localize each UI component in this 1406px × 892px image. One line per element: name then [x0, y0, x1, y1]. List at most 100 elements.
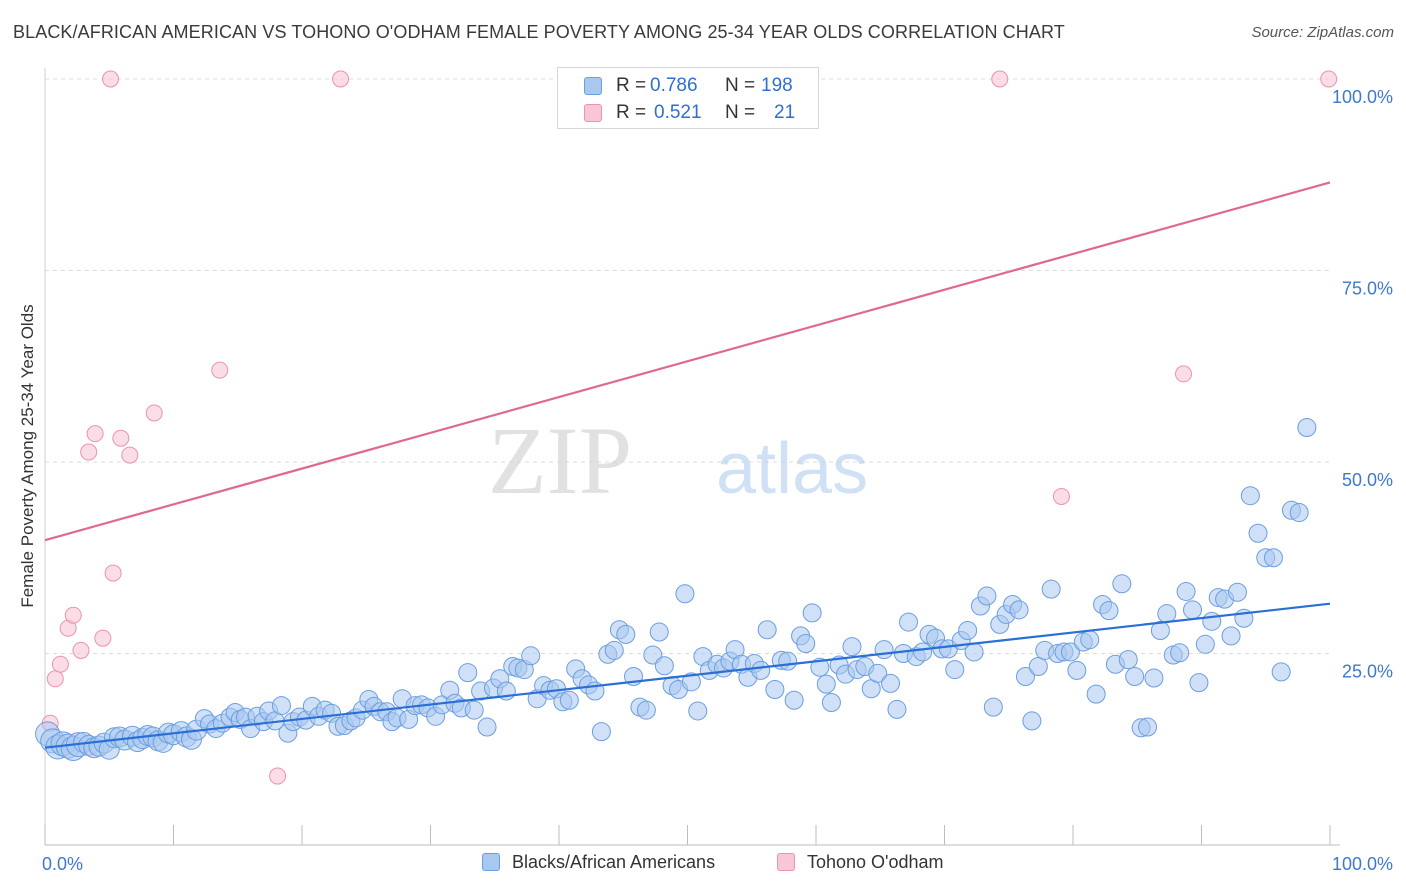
black-point: [681, 672, 701, 692]
trend-lines: [44, 181, 1331, 749]
black-point: [796, 634, 816, 654]
legend-item-black: Blacks/African Americans: [482, 852, 715, 876]
legend-label-black: Blacks/African Americans: [512, 852, 716, 872]
tohono-trend-line: [44, 181, 1331, 542]
black-point: [802, 603, 822, 623]
black-point: [784, 690, 804, 710]
black-point: [1176, 581, 1196, 601]
black-point: [1227, 582, 1247, 602]
black-point: [616, 624, 636, 644]
y-tick-label: 75.0%: [1342, 279, 1393, 299]
black-point: [1157, 604, 1177, 624]
legend-swatch-black: [482, 853, 500, 871]
black-trend-line: [44, 602, 1331, 749]
black-point: [899, 612, 919, 632]
tohono-point: [1320, 70, 1338, 88]
black-point: [751, 660, 771, 680]
tohono-point: [64, 606, 82, 624]
black-point: [765, 680, 785, 700]
chart-title: BLACK/AFRICAN AMERICAN VS TOHONO O'ODHAM…: [13, 22, 1065, 42]
black-point: [757, 620, 777, 640]
tohono-point: [72, 641, 90, 659]
tohono-point: [102, 70, 120, 88]
black-point: [964, 642, 984, 662]
black-point: [1086, 684, 1106, 704]
black-point: [945, 660, 965, 680]
tohono-point: [80, 443, 98, 461]
black-point: [913, 642, 933, 662]
black-point: [464, 700, 484, 720]
black-point: [868, 663, 888, 683]
tohono-point: [145, 404, 163, 422]
black-point: [1240, 486, 1260, 506]
legend-n-label: N =: [725, 102, 756, 123]
watermark-atlas: atlas: [716, 429, 868, 509]
black-point: [983, 697, 1003, 717]
legend-n-value: 21: [774, 102, 796, 123]
tohono-point: [112, 429, 130, 447]
legend-r-label: R =: [616, 75, 647, 96]
black-point: [977, 586, 997, 606]
black-point: [458, 663, 478, 683]
black-point: [1118, 650, 1138, 670]
legend-r-value: 0.521: [654, 102, 702, 123]
black-point: [874, 640, 894, 660]
tohono-point: [269, 767, 287, 785]
tohono-point: [94, 629, 112, 647]
legend-r-label: R =: [616, 102, 647, 123]
black-point: [636, 700, 656, 720]
black-point: [675, 584, 695, 604]
tohono-point: [46, 670, 64, 688]
tohono-point: [121, 446, 139, 464]
legend-item-tohono: Tohono O'odham: [777, 852, 944, 876]
black-point: [1060, 642, 1080, 662]
tick-labels: 25.0% 50.0% 75.0% 100.0% 0.0% 100.0%: [42, 87, 1393, 874]
watermark-zip: ZIP: [488, 407, 632, 514]
black-point: [1170, 643, 1190, 663]
black-point: [654, 656, 674, 676]
black-point: [1112, 574, 1132, 594]
black-point: [604, 640, 624, 660]
black-point: [1297, 418, 1317, 438]
black-point: [881, 673, 901, 693]
x-tick-label: 100.0%: [1332, 854, 1393, 874]
y-tick-label: 50.0%: [1342, 470, 1393, 490]
black-point: [559, 690, 579, 710]
legend-r-value: 0.786: [650, 75, 698, 96]
tohono-points: [41, 70, 1338, 785]
black-point: [1138, 717, 1158, 737]
black-point: [821, 693, 841, 713]
black-point: [958, 621, 978, 641]
black-point: [1195, 634, 1215, 654]
black-point: [591, 722, 611, 742]
tohono-point: [104, 564, 122, 582]
source-label: Source: ZipAtlas.com: [1251, 24, 1394, 41]
legend-n-label: N =: [725, 75, 756, 96]
tohono-point: [1052, 487, 1070, 505]
legend-swatch-tohono: [777, 853, 795, 871]
tohono-point: [1175, 365, 1193, 383]
black-point: [1009, 600, 1029, 620]
black-points: [35, 418, 1317, 761]
black-point: [842, 637, 862, 657]
black-point: [1144, 668, 1164, 688]
black-point: [1067, 660, 1087, 680]
legend-swatch-black: [584, 77, 602, 95]
black-point: [816, 674, 836, 694]
black-point: [1221, 626, 1241, 646]
black-point: [271, 696, 291, 716]
black-point: [887, 699, 907, 719]
black-point: [810, 657, 830, 677]
black-point: [1150, 621, 1170, 641]
tohono-point: [332, 70, 350, 88]
black-point: [1183, 600, 1203, 620]
black-point: [1125, 666, 1145, 686]
axes: [44, 68, 1340, 846]
black-point: [778, 651, 798, 671]
black-point: [477, 717, 497, 737]
black-point: [688, 701, 708, 721]
black-point: [1248, 523, 1268, 543]
stats-legend: R = 0.786 N = 198 R = 0.521 N = 21: [557, 67, 819, 129]
legend-swatch-tohono: [584, 104, 602, 122]
